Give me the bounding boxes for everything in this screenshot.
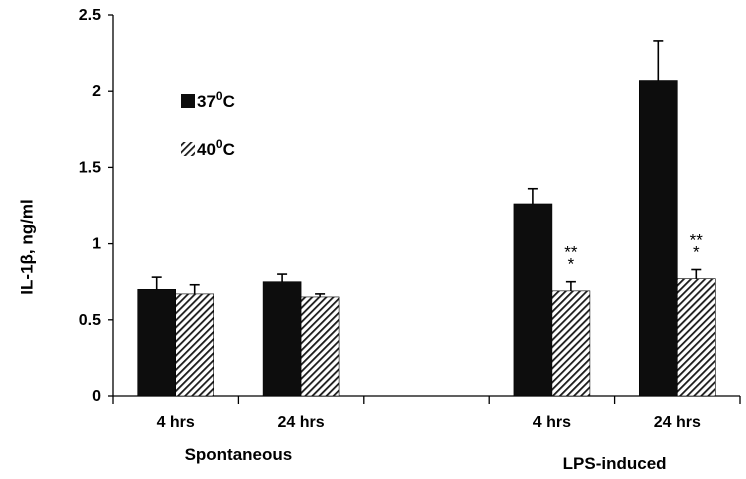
bar-s1-c3 (551, 290, 591, 397)
significance-mark-0-1: * (568, 255, 575, 274)
legend-label-37c: 370C (197, 89, 235, 111)
x-category-label-1: 24 hrs (278, 414, 325, 431)
y-tick-label-5: 2.5 (79, 7, 101, 24)
legend-label-37c-value: 37 (197, 92, 216, 111)
bar-s0-c4 (638, 80, 678, 397)
legend-label-37c-degree: 0 (216, 89, 223, 103)
bar-s0-c0 (137, 289, 176, 397)
y-tick-label-3: 1.5 (79, 159, 101, 176)
bar-s1-c0 (175, 293, 214, 397)
group-label-1: LPS-induced (563, 454, 667, 473)
legend-label-40c-degree: 0 (216, 137, 223, 151)
legend-swatch-40c (181, 142, 195, 156)
bar-s0-c1 (262, 281, 302, 397)
y-axis-title: IL-1β, ng/ml (17, 199, 36, 294)
group-label-0: Spontaneous (185, 445, 293, 464)
legend-label-40c: 400C (197, 137, 235, 159)
legend-label-40c-unit: C (223, 140, 235, 159)
x-category-label-3: 4 hrs (533, 414, 571, 431)
x-category-label-4: 24 hrs (654, 414, 701, 431)
significance-mark-1-0: ** (690, 231, 704, 250)
significance-mark-0-0: ** (564, 243, 578, 262)
significance-mark-1-1: * (693, 243, 700, 262)
bar-s1-c4 (676, 278, 716, 397)
bar-s1-c1 (300, 296, 340, 397)
x-category-label-0: 4 hrs (157, 414, 195, 431)
legend-label-37c-unit: C (223, 92, 235, 111)
plot-area: 0 0.5 1 1.5 2 2.5 4 hrs 24 hrs 4 hrs 24 hrs Sponta… (79, 7, 741, 473)
y-tick-label-0: 0 (92, 388, 101, 405)
bar-s0-c3 (513, 203, 553, 397)
y-tick-label-1: 0.5 (79, 312, 101, 329)
y-tick-label-4: 2 (92, 83, 101, 100)
legend-swatch-37c (181, 94, 195, 108)
legend-label-40c-value: 40 (197, 140, 216, 159)
y-tick-label-2: 1 (92, 236, 101, 253)
legend: 370C 400C (181, 89, 235, 159)
